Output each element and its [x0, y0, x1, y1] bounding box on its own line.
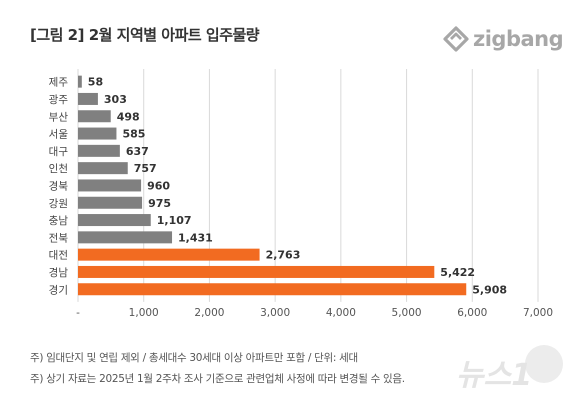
value-label: 637	[126, 145, 149, 158]
bar	[78, 231, 173, 244]
category-label: 대전	[49, 250, 68, 262]
bar	[78, 214, 151, 227]
x-tick-label: 4,000	[326, 307, 356, 319]
value-label: 1,431	[178, 231, 213, 244]
value-label: 498	[117, 110, 140, 123]
value-label: 975	[148, 197, 171, 210]
x-tick-label: 6,000	[457, 307, 487, 319]
bar	[78, 127, 117, 140]
x-tick-label: 1,000	[129, 307, 159, 319]
category-label: 인천	[49, 163, 68, 175]
category-label: 제주	[49, 77, 69, 89]
value-label: 585	[122, 128, 145, 141]
bar-chart: - 1,000 2,000 3,000 4,000 5,000 6,000 7,000 제주 58…	[49, 69, 553, 319]
bar	[78, 162, 128, 175]
chart-title: [그림 2] 2월 지역별 아파트 입주물량	[30, 26, 260, 44]
footnote-1: 주) 임대단지 및 연립 제외 / 총세대수 30세대 이상 아파트만 포함 /…	[30, 352, 358, 364]
zigbang-logo-icon	[443, 26, 469, 52]
bar	[78, 283, 467, 296]
category-label: 강원	[49, 198, 68, 210]
bar	[78, 248, 260, 261]
value-label: 303	[104, 93, 127, 106]
zigbang-logo-text: zigbang	[473, 27, 564, 51]
category-label: 광주	[49, 94, 69, 106]
bar	[78, 110, 111, 123]
value-label: 1,107	[157, 214, 192, 227]
category-label: 부산	[49, 111, 69, 123]
x-tick-label: 7,000	[523, 307, 553, 319]
x-tick-label: 5,000	[392, 307, 422, 319]
bar	[78, 92, 98, 105]
x-tick-label: 3,000	[260, 307, 290, 319]
value-label: 58	[88, 76, 103, 89]
footnote-2: 주) 상기 자료는 2025년 1월 2주차 조사 기준으로 관련업체 사정에 …	[30, 373, 405, 385]
value-label: 960	[147, 179, 170, 192]
watermark-circle	[525, 345, 563, 383]
value-label: 757	[134, 162, 157, 175]
category-label: 전북	[49, 232, 69, 244]
category-label: 대구	[49, 146, 69, 158]
value-label: 5,422	[440, 266, 475, 279]
value-label: 5,908	[472, 283, 507, 296]
category-label: 경기	[49, 283, 68, 296]
x-tick-label: 2,000	[194, 307, 224, 319]
watermark-text: 뉴스1	[456, 358, 533, 393]
category-label: 충남	[49, 215, 69, 227]
bar	[78, 144, 120, 157]
x-tick-label: -	[76, 307, 80, 319]
bar	[78, 75, 82, 88]
category-label: 경북	[49, 179, 69, 192]
category-label: 경남	[49, 266, 69, 279]
zigbang-logo: zigbang	[443, 26, 564, 52]
bar	[78, 265, 435, 278]
category-label: 서울	[49, 129, 69, 141]
bar	[78, 196, 143, 209]
value-label: 2,763	[266, 249, 301, 262]
bar	[78, 179, 142, 192]
